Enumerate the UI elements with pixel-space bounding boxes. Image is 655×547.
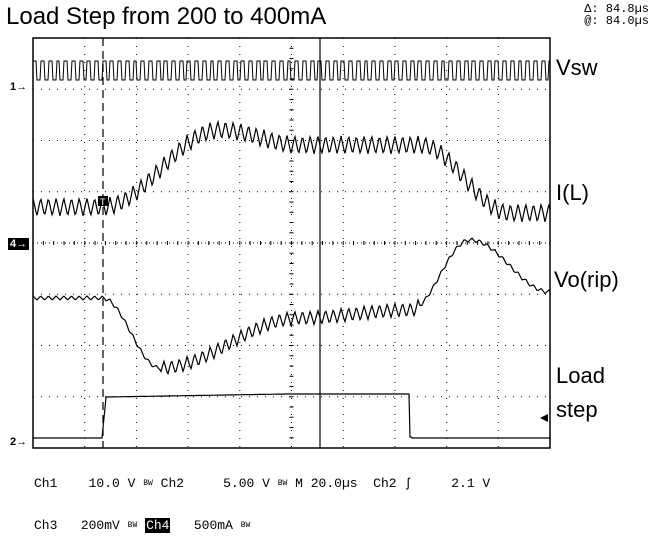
trace-label-vo: Vo(rip) [554, 267, 619, 292]
status-ch1: Ch1 [34, 476, 58, 491]
plot-title: Load Step from 200 to 400mA [6, 3, 327, 30]
cursor-marker-label: T [100, 197, 106, 207]
status-ch4-scale: 500mA [193, 518, 233, 533]
load-step-trace [33, 393, 550, 439]
status-bar: Ch1 10.0 V BW Ch2 5.00 V BW M 20.0µs Ch2… [34, 449, 490, 547]
trace-label-load: Load [556, 363, 605, 388]
status-ch1-scale: 10.0 V [88, 476, 136, 491]
trigger-level-icon [540, 414, 548, 422]
status-ch2: Ch2 [160, 476, 185, 491]
status-ch3-scale: 200mV [80, 518, 120, 533]
vo-trace [32, 237, 551, 376]
ch4-ground-marker: 4→ [8, 238, 30, 250]
cursor-position: @: 84.0µs [584, 14, 649, 28]
cursor-marker-box [98, 196, 108, 206]
oscilloscope-screen: T [32, 37, 551, 449]
bw-limit-icon: BW [240, 521, 251, 530]
bw-limit-icon: BW [127, 521, 138, 530]
ch1-ground-marker: 1→ [10, 81, 28, 93]
cursor-lines: T [98, 38, 548, 448]
status-ch2-scale: 5.00 V [223, 476, 270, 491]
status-trigger-level: 2.1 V [451, 476, 491, 491]
trigger-slope-icon: ʃ [404, 476, 413, 491]
trace-label-vsw: Vsw [556, 55, 598, 80]
ch2-ground-marker: 2→ [10, 436, 28, 448]
cursor-readout: Δ: 84.8µs @: 84.0µs [584, 3, 649, 27]
waveform-traces [32, 60, 551, 439]
bw-limit-icon: BW [143, 479, 153, 488]
trace-label-il: I(L) [556, 180, 589, 205]
status-timebase: M 20.0µs [295, 476, 358, 491]
status-trigger-source: Ch2 [373, 476, 397, 491]
vsw-trace [33, 60, 550, 81]
graticule [32, 37, 551, 449]
bw-limit-icon: BW [277, 479, 288, 488]
cursor-delta: Δ: 84.8µs [584, 2, 649, 16]
status-ch4: Ch4 [145, 518, 171, 533]
trace-label-step: step [556, 397, 598, 422]
status-ch3: Ch3 [34, 518, 58, 533]
il-trace [32, 119, 551, 223]
